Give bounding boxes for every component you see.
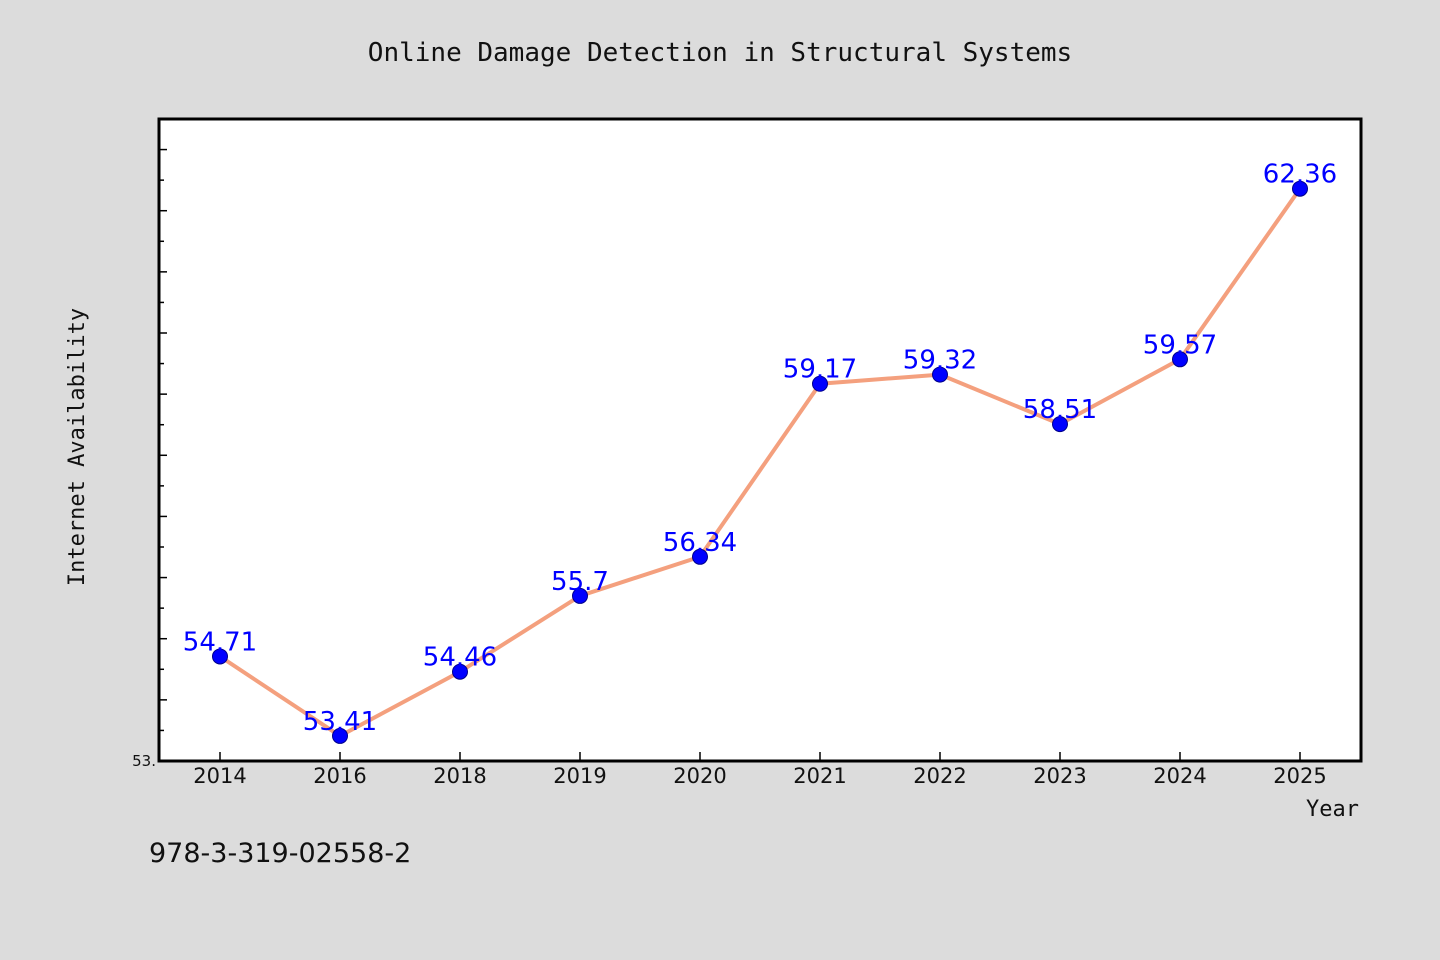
data-label: 59.17 bbox=[783, 355, 857, 385]
data-point bbox=[1292, 180, 1308, 197]
data-point bbox=[1052, 416, 1068, 433]
data-label: 54.71 bbox=[183, 627, 257, 657]
x-axis-ticks bbox=[219, 752, 1301, 761]
data-label: 55.7 bbox=[551, 567, 609, 597]
data-point bbox=[1172, 351, 1188, 368]
data-label: 58.51 bbox=[1023, 395, 1097, 425]
x-tick-label: 2021 bbox=[793, 764, 846, 788]
data-label: 59.57 bbox=[1143, 330, 1217, 360]
x-tick-label: 2019 bbox=[553, 764, 606, 788]
x-tick-label: 2024 bbox=[1153, 764, 1206, 788]
data-point bbox=[692, 548, 708, 565]
x-tick-label: 2020 bbox=[673, 764, 726, 788]
data-point bbox=[572, 587, 588, 604]
data-label: 56.34 bbox=[663, 528, 737, 558]
footer-isbn: 978-3-319-02558-2 bbox=[149, 838, 411, 869]
data-label: 59.32 bbox=[903, 346, 977, 376]
data-point bbox=[332, 727, 348, 744]
x-axis-label: Year bbox=[1306, 797, 1359, 822]
y-axis-label: Internet Availability bbox=[65, 308, 90, 586]
data-point bbox=[812, 375, 828, 392]
x-tick-label: 2025 bbox=[1273, 764, 1326, 788]
y-axis-ticks bbox=[159, 148, 167, 732]
data-point bbox=[932, 366, 948, 383]
plot-area bbox=[157, 117, 1363, 763]
x-tick-label: 2016 bbox=[313, 764, 366, 788]
series-line bbox=[218, 186, 1302, 738]
data-label: 53.41 bbox=[303, 707, 377, 737]
series-markers bbox=[212, 180, 1308, 744]
x-tick-label: 2018 bbox=[433, 764, 486, 788]
data-point bbox=[212, 648, 228, 665]
y-tick-label: 53. bbox=[132, 752, 156, 770]
data-point bbox=[452, 663, 468, 680]
y-axis-tick-labels: 53. bbox=[132, 752, 156, 770]
x-tick-label: 2022 bbox=[913, 764, 966, 788]
x-axis-tick-labels: 2014 2016 2018 2019 2020 2021 2022 2023 2024 2025 bbox=[193, 764, 1326, 788]
chart-title: Online Damage Detection in Structural Sy… bbox=[368, 38, 1072, 68]
data-label: 62.36 bbox=[1263, 160, 1337, 190]
x-tick-label: 2014 bbox=[193, 764, 246, 788]
x-tick-label: 2023 bbox=[1033, 764, 1086, 788]
data-label: 54.46 bbox=[423, 643, 497, 673]
data-labels: 54.71 53.41 54.46 55.7 56.34 59.17 59.32 58.51 5… bbox=[183, 160, 1337, 737]
